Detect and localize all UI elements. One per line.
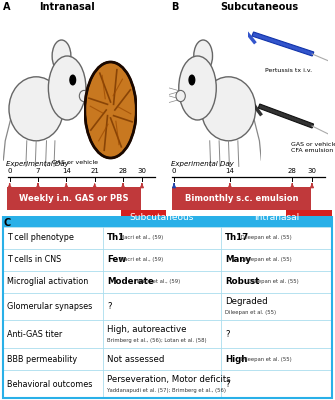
Circle shape [179,56,216,120]
Text: T cell phenotype: T cell phenotype [7,233,74,242]
FancyBboxPatch shape [286,209,332,233]
Text: Many: Many [225,255,251,264]
Text: 14: 14 [62,168,71,174]
Text: Subcutaneous: Subcutaneous [130,214,194,222]
Bar [3,320,332,348]
Text: sacrifice: sacrifice [125,217,161,226]
Text: 14: 14 [225,168,234,174]
Text: Dileepan et al. (55): Dileepan et al. (55) [239,357,292,362]
Text: Dileepan et al. (55): Dileepan et al. (55) [239,235,292,240]
Circle shape [85,62,136,158]
Text: Dileepan et al. (55): Dileepan et al. (55) [225,310,276,316]
Text: ?: ? [225,380,229,388]
Ellipse shape [79,90,89,102]
Circle shape [52,40,71,72]
Text: Macri et al., (59): Macri et al., (59) [135,279,180,284]
Text: Macri et al., (59): Macri et al., (59) [118,257,163,262]
Text: 0: 0 [7,168,12,174]
FancyBboxPatch shape [172,187,311,210]
Ellipse shape [176,90,185,102]
Text: Behavioral outcomes: Behavioral outcomes [7,380,92,388]
Circle shape [194,40,212,72]
Text: Experimental Day: Experimental Day [171,161,233,167]
Text: Macri et al., (59): Macri et al., (59) [118,235,163,240]
Text: 0: 0 [172,168,176,174]
Text: Brimberg et al., (56); Lotan et al. (58): Brimberg et al., (56); Lotan et al. (58) [107,338,207,343]
Text: C: C [3,218,10,228]
Ellipse shape [9,77,63,141]
Text: High, autoreactive: High, autoreactive [107,325,187,334]
Bar [3,271,332,292]
Text: GAS or vehicle: GAS or vehicle [52,160,97,165]
Text: Bimonthly s.c. emulsion: Bimonthly s.c. emulsion [185,194,298,203]
Text: 28: 28 [288,168,297,174]
Text: T cells in CNS: T cells in CNS [7,255,61,264]
Circle shape [48,56,86,120]
Text: A: A [3,2,11,12]
Bar [3,227,332,249]
Text: Pertussis tx i.v.: Pertussis tx i.v. [265,68,312,73]
Text: Yaddanapudi et al. (57); Brimberg et al., (56): Yaddanapudi et al. (57); Brimberg et al.… [107,388,226,393]
Bar [3,370,332,398]
Text: Intranasal: Intranasal [39,2,95,12]
Text: 30: 30 [137,168,146,174]
Text: Robust: Robust [225,277,259,286]
Text: ?: ? [107,302,112,311]
Ellipse shape [201,77,256,141]
FancyBboxPatch shape [120,209,166,233]
Text: Dileepan et al. (55): Dileepan et al. (55) [246,279,299,284]
Bar [3,209,332,227]
Text: Degraded: Degraded [225,297,268,306]
Text: Not assessed: Not assessed [107,355,164,364]
Text: Experimental Day: Experimental Day [6,161,69,167]
Text: B: B [171,2,178,12]
Bar [3,292,332,320]
Text: High: High [225,355,247,364]
Text: Subcutaneous: Subcutaneous [220,2,299,12]
Text: BBB permeability: BBB permeability [7,355,77,364]
Text: sacrifice: sacrifice [291,217,327,226]
Text: Anti-GAS titer: Anti-GAS titer [7,330,62,339]
Text: GAS or vehicle
CFA emulsion: GAS or vehicle CFA emulsion [291,142,335,153]
Text: Perseveration, Motor deficits: Perseveration, Motor deficits [107,375,231,384]
Text: Glomerular synapses: Glomerular synapses [7,302,92,311]
Text: Moderate: Moderate [107,277,154,286]
Text: 28: 28 [119,168,127,174]
Text: Dileepan et al. (55): Dileepan et al. (55) [239,257,292,262]
Text: Microglial activation: Microglial activation [7,277,88,286]
Text: 30: 30 [308,168,317,174]
FancyBboxPatch shape [7,187,141,210]
Polygon shape [252,32,314,56]
Text: Weekly i.n. GAS or PBS: Weekly i.n. GAS or PBS [19,194,129,203]
Bar [3,249,332,271]
Text: Th17: Th17 [225,233,249,242]
Text: Few: Few [107,255,126,264]
Bar [3,348,332,370]
Text: 21: 21 [90,168,99,174]
Text: ?: ? [225,330,229,339]
Text: Intranasal: Intranasal [254,214,299,222]
Circle shape [189,75,195,85]
Text: 7: 7 [36,168,40,174]
Polygon shape [258,104,314,128]
Text: Th1: Th1 [107,233,125,242]
Circle shape [70,75,76,85]
